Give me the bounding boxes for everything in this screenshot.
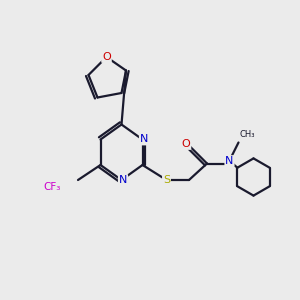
Text: S: S: [163, 175, 170, 185]
Text: N: N: [140, 134, 148, 145]
Text: O: O: [102, 52, 111, 62]
Text: O: O: [182, 139, 190, 149]
Text: CF₃: CF₃: [44, 182, 61, 193]
Text: N: N: [119, 175, 127, 185]
Text: CH₃: CH₃: [240, 130, 256, 139]
Text: N: N: [225, 156, 234, 166]
